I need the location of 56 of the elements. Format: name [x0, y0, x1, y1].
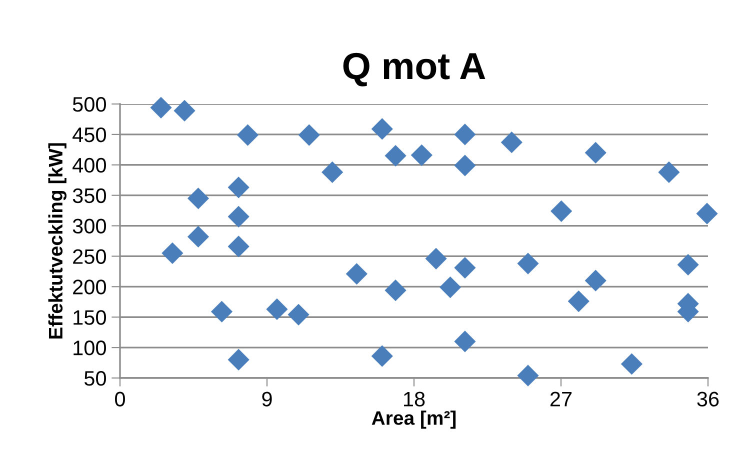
y-tick-label: 500 — [72, 97, 106, 112]
point — [411, 144, 432, 166]
point — [372, 346, 393, 367]
point — [228, 236, 250, 257]
point — [237, 124, 258, 146]
point — [228, 176, 250, 198]
point — [454, 154, 476, 176]
y-tick-label: 150 — [74, 310, 106, 325]
chart-title: Q mot A — [343, 52, 486, 86]
point — [288, 304, 310, 326]
point — [517, 253, 539, 274]
y-tick-label: 50 — [84, 371, 106, 386]
point — [228, 206, 250, 228]
point — [454, 124, 476, 145]
point — [501, 132, 522, 153]
y-tick-label: 100 — [74, 340, 106, 356]
point — [322, 162, 343, 183]
y-tick-label: 400 — [72, 158, 106, 173]
point — [228, 349, 250, 370]
x-tick-label: 36 — [697, 392, 719, 406]
point — [188, 188, 209, 209]
y-tick-label: 450 — [72, 127, 106, 142]
point — [372, 118, 393, 140]
x-tick-label: 9 — [262, 392, 272, 406]
point — [568, 290, 590, 312]
point — [174, 100, 196, 122]
point — [211, 301, 232, 322]
y-tick-label: 300 — [72, 218, 106, 234]
point — [298, 124, 320, 146]
point — [658, 162, 680, 183]
point — [162, 242, 183, 264]
point — [385, 145, 406, 166]
point — [517, 365, 539, 386]
point — [266, 298, 288, 320]
x-tick-label: 0 — [115, 392, 125, 406]
point — [585, 142, 606, 164]
x-axis-title: Area [m²] — [372, 410, 456, 429]
point — [696, 203, 718, 224]
point — [550, 200, 572, 222]
point — [440, 276, 461, 298]
point — [385, 280, 406, 301]
point — [150, 97, 172, 118]
point — [454, 330, 476, 352]
point — [426, 248, 447, 270]
x-tick-label: 18 — [404, 392, 425, 406]
x-tick-label: 27 — [550, 392, 572, 406]
y-tick-label: 350 — [72, 188, 106, 204]
point — [621, 353, 642, 375]
y-axis-title: Effektutveckling [kW] — [48, 143, 66, 339]
point — [454, 257, 476, 278]
y-tick-label: 200 — [73, 280, 106, 294]
point — [678, 254, 699, 276]
point — [188, 226, 209, 248]
y-tick-label: 250 — [73, 249, 106, 264]
point — [346, 263, 368, 284]
point — [585, 270, 606, 292]
